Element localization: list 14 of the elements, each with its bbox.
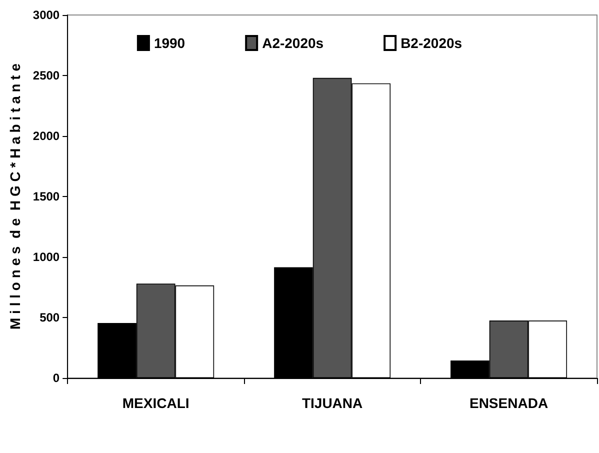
y-tick-label: 1500 (32, 190, 60, 204)
y-tick-label: 2500 (32, 68, 60, 82)
x-tick-label: MEXICALI (122, 395, 190, 411)
y-tick-label: 500 (40, 310, 60, 324)
y-tick-label: 2000 (32, 129, 60, 143)
y-tick-label: 0 (52, 371, 60, 385)
legend-label: A2-2020s (262, 35, 324, 51)
x-tick-label: ENSENADA (469, 395, 548, 411)
legend-label: 1990 (154, 35, 186, 51)
y-tick-label: 3000 (32, 8, 60, 22)
x-tick-label: TIJUANA (302, 395, 363, 411)
y-axis-title: M i l l o n e s d e H G C * H a b i t a n t e (7, 63, 23, 330)
y-tick-label: 1000 (32, 250, 60, 264)
legend-label: B2-2020s (400, 35, 462, 51)
